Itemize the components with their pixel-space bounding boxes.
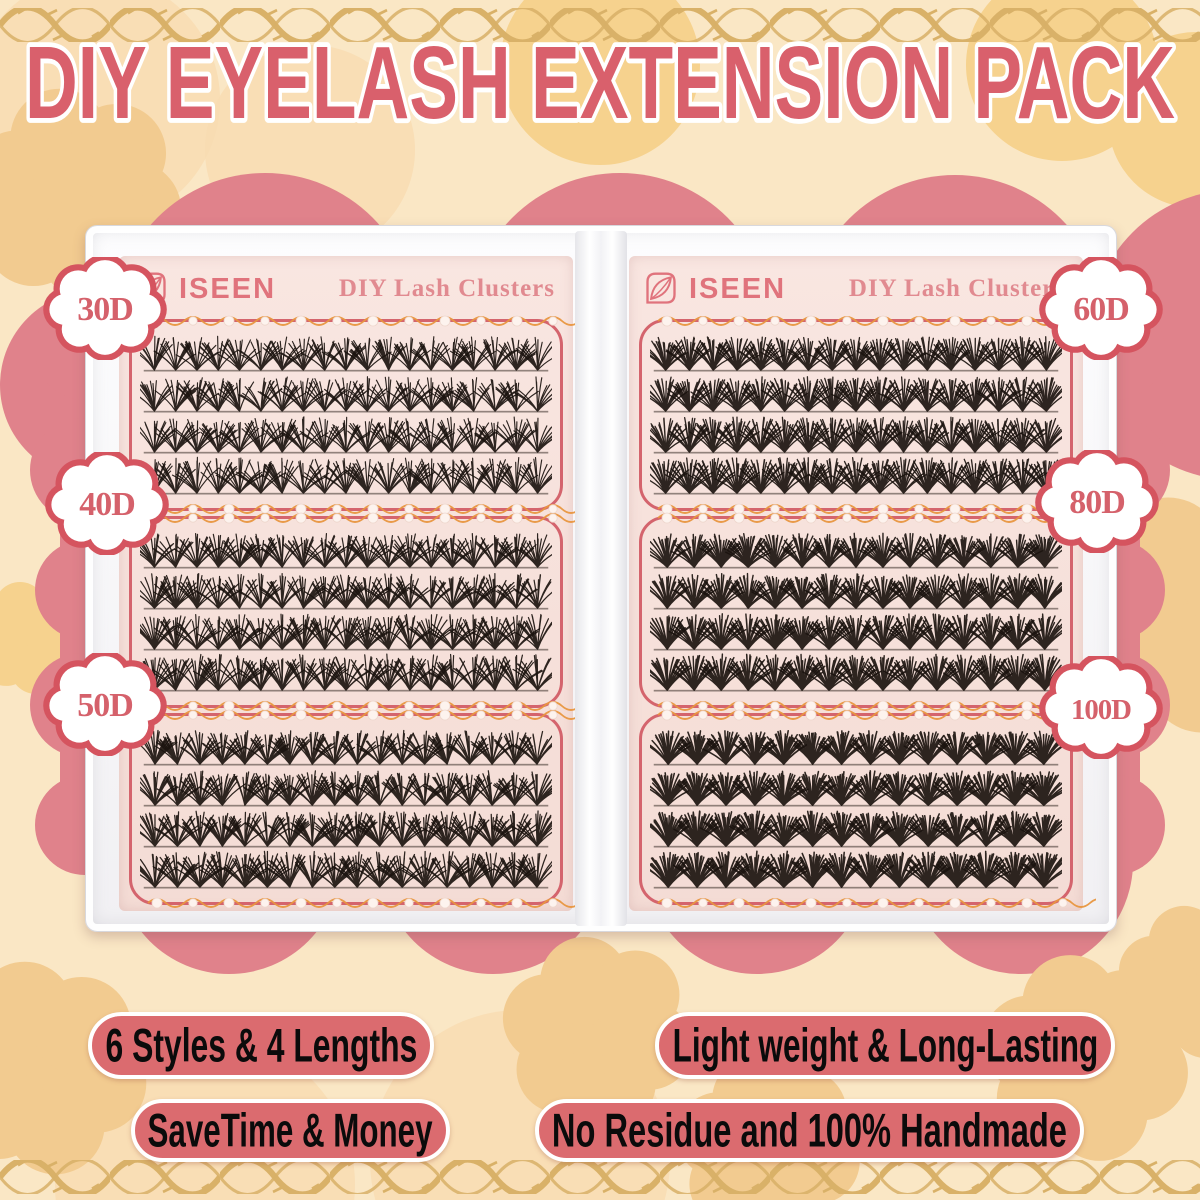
lash-row: [140, 850, 552, 889]
lash-row: [140, 810, 552, 848]
bead-vine-decoration: [147, 512, 586, 524]
lash-case: ISEEN DIY Lash Clusters ISEEN DIY Lash C…: [85, 225, 1117, 932]
bead-vine-decoration: [147, 700, 586, 712]
tray-header: ISEEN DIY Lash Clusters: [629, 256, 1083, 314]
lash-row: [140, 573, 552, 610]
badge-label: 50D: [77, 687, 132, 724]
lash-cluster-rows: [140, 332, 552, 496]
lash-row: [650, 850, 1062, 889]
lash-section-60d: [639, 315, 1096, 515]
iseen-leaf-logo-icon: [646, 272, 676, 304]
badge-label: 60D: [1073, 291, 1128, 328]
lash-section-100d: [639, 709, 1096, 909]
lash-section-50d: [129, 709, 586, 909]
lash-row: [140, 613, 552, 651]
lash-cluster-rows: [140, 529, 552, 693]
lash-row: [650, 532, 1062, 569]
feature-text: 6 Styles & 4 Lengths: [105, 1018, 417, 1072]
size-badge-60d: 60D: [1039, 257, 1163, 360]
lash-row: [140, 416, 552, 454]
bead-vine-decoration: [657, 897, 1096, 909]
brand-text: ISEEN: [689, 272, 787, 305]
bead-vine-decoration: [147, 897, 586, 909]
lash-row: [140, 376, 552, 413]
lash-row: [650, 457, 1062, 495]
lash-row: [140, 729, 552, 766]
lash-cluster-rows: [140, 726, 552, 890]
bead-vine-decoration: [657, 512, 1096, 524]
feature-pill-save: SaveTime & Money: [131, 1099, 450, 1162]
size-badge-80d: 80D: [1035, 450, 1159, 553]
product-name-text: DIY Lash Clusters: [338, 275, 555, 302]
size-badge-30d: 30D: [43, 257, 167, 360]
feature-pill-handmade: No Residue and 100% Handmade: [535, 1099, 1084, 1162]
lash-cluster-rows: [650, 332, 1062, 496]
lash-section-40d: [129, 512, 586, 712]
lash-cluster-rows: [650, 726, 1062, 890]
scroll-vine-ornament-top-icon: [0, 8, 1200, 42]
badge-label: 100D: [1071, 694, 1131, 726]
lash-row: [650, 376, 1062, 413]
lash-row: [650, 729, 1062, 766]
lash-row: [140, 335, 552, 372]
lash-row: [650, 810, 1062, 848]
lash-row: [650, 770, 1062, 807]
lash-row: [650, 416, 1062, 454]
product-name-text: DIY Lash Clusters: [848, 275, 1065, 302]
tray-header: ISEEN DIY Lash Clusters: [119, 256, 573, 314]
bead-vine-decoration: [657, 315, 1096, 327]
scroll-vine-ornament-bottom-icon: [0, 1160, 1200, 1194]
feature-pill-lightweight: Light weight & Long-Lasting: [655, 1012, 1115, 1079]
lash-row: [650, 572, 1062, 610]
lash-row: [140, 456, 552, 495]
lash-row: [140, 653, 552, 692]
case-hinge: [575, 231, 627, 926]
badge-label: 40D: [79, 486, 134, 523]
size-badge-40d: 40D: [45, 452, 169, 555]
size-badge-50d: 50D: [43, 653, 167, 756]
lash-tray-right: ISEEN DIY Lash Clusters: [629, 256, 1096, 911]
bead-vine-decoration: [147, 315, 586, 327]
brand-text: ISEEN: [179, 272, 277, 305]
lash-row: [650, 653, 1062, 692]
bead-vine-decoration: [657, 709, 1096, 721]
lash-cluster-rows: [650, 529, 1062, 693]
size-badge-100d: 100D: [1039, 656, 1163, 759]
feature-text: No Residue and 100% Handmade: [551, 1103, 1068, 1157]
lash-row: [140, 770, 552, 807]
lash-tray-left: ISEEN DIY Lash Clusters: [119, 256, 586, 911]
title-text: DIY EYELASH EXTENSION PACK: [25, 28, 1175, 140]
lash-section-80d: [639, 512, 1096, 712]
lash-row: [140, 533, 552, 569]
bead-vine-decoration: [147, 709, 586, 721]
lash-row: [650, 336, 1062, 372]
feature-text: Light weight & Long-Lasting: [672, 1018, 1098, 1072]
feature-text: SaveTime & Money: [148, 1103, 434, 1157]
page-title: DIY EYELASH EXTENSION PACK: [20, 28, 1179, 140]
feature-pill-styles-lengths: 6 Styles & 4 Lengths: [88, 1012, 434, 1079]
lash-row: [650, 613, 1062, 651]
badge-label: 30D: [77, 291, 132, 328]
lash-section-30d: [129, 315, 586, 515]
badge-label: 80D: [1069, 484, 1124, 521]
